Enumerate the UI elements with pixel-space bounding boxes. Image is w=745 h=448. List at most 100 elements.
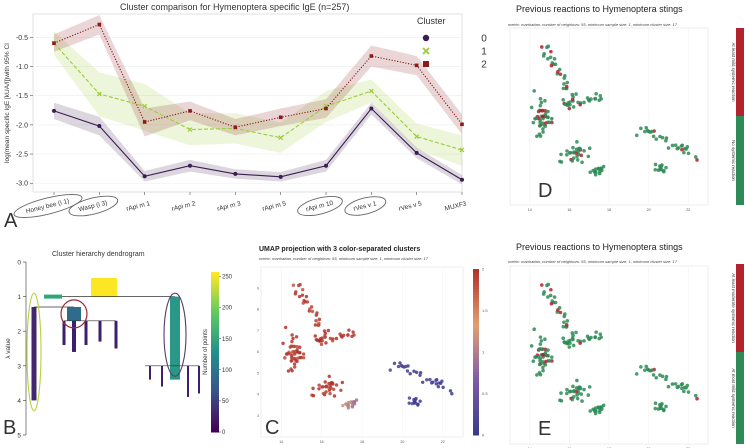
cluster-highlight-circle <box>163 292 187 377</box>
scatter-point <box>535 373 539 377</box>
colorbar-segment <box>211 274 219 278</box>
dendrogram-leaf <box>149 365 151 380</box>
scatter-point <box>695 158 699 162</box>
dendrogram-leaf <box>161 365 163 387</box>
scatter-point <box>531 359 536 363</box>
scatter-point <box>288 352 292 356</box>
scatter-point <box>327 381 331 386</box>
colorbar-segment <box>473 371 479 375</box>
colorbar-segment <box>211 362 219 366</box>
x-tick-label: rVes v 1 <box>353 200 378 213</box>
legend-bar-d-top <box>736 28 744 116</box>
scatter-point <box>298 350 302 355</box>
scatter-point <box>290 339 294 344</box>
scatter-point <box>568 341 572 346</box>
colorbar-segment <box>473 324 479 328</box>
panel-letter-c: C <box>265 417 280 439</box>
scatter-point <box>598 169 602 174</box>
data-point-cluster-1 <box>96 91 102 97</box>
colorbar-segment <box>211 325 219 329</box>
data-point-cluster-2 <box>52 41 56 45</box>
scatter-point <box>546 348 550 352</box>
scatter-point <box>549 116 554 121</box>
scatter-point <box>331 387 336 392</box>
scatter-point <box>684 385 688 390</box>
dendrogram-branch-cluster-left <box>31 306 37 401</box>
scatter-point <box>563 102 567 106</box>
colorbar-segment <box>473 321 479 325</box>
legend-bar-e-bottom <box>736 352 744 444</box>
colorbar-segment <box>473 277 479 281</box>
scatter-point <box>330 339 335 343</box>
scatter-point <box>450 392 454 396</box>
colorbar-tick-label: 0 <box>222 430 226 436</box>
scatter-point <box>654 137 659 141</box>
data-point-cluster-0 <box>52 108 56 113</box>
data-point-cluster-2 <box>278 115 283 120</box>
colorbar-tick-label: 250 <box>222 275 233 281</box>
scatter-point <box>574 386 579 390</box>
scatter-point <box>314 319 318 323</box>
scatter-point <box>653 167 658 172</box>
data-point-cluster-1 <box>414 134 420 139</box>
scatter-point <box>567 345 572 349</box>
scatter-point <box>588 170 593 175</box>
scatter-point <box>304 294 309 299</box>
scatter-point <box>388 368 392 372</box>
panel-letter-b: B <box>3 417 17 439</box>
scatter-point <box>582 387 586 392</box>
scatter-point <box>650 129 654 134</box>
colorbar-segment <box>473 340 479 345</box>
y-tick-label: 7 <box>257 329 259 333</box>
colorbar-segment <box>211 280 219 284</box>
scatter-point <box>546 295 550 299</box>
scatter-point <box>291 336 295 341</box>
data-point-cluster-0 <box>97 124 102 129</box>
scatter-point <box>317 383 321 387</box>
scatter-point <box>552 57 557 61</box>
colorbar-segment <box>473 407 479 411</box>
scatter-point <box>429 381 434 385</box>
x-tick-label: 20 <box>647 208 651 212</box>
scatter-point <box>580 399 584 403</box>
scatter-point <box>341 403 345 408</box>
colorbar-segment <box>473 412 479 417</box>
scatter-point <box>315 338 319 342</box>
scatter-point <box>571 150 576 155</box>
colorbar-segment <box>211 429 219 433</box>
scatter-point <box>574 92 578 96</box>
scatter-point <box>285 352 290 356</box>
panel-e-title: Previous reactions to Hymenoptera stings <box>516 242 683 252</box>
scatter-point <box>295 344 299 349</box>
category-highlight-circle <box>68 195 119 217</box>
colorbar-segment <box>473 299 479 303</box>
scatter-point <box>568 151 572 155</box>
scatter-point <box>532 89 536 93</box>
scatter-point <box>658 403 662 407</box>
scatter-point <box>549 355 554 359</box>
colorbar-tick-label: 0 <box>482 433 485 438</box>
scatter-point <box>574 147 579 152</box>
dendrogram-branch-cluster-middle <box>67 306 81 321</box>
scatter-point <box>571 145 575 150</box>
scatter-point <box>651 373 656 377</box>
colorbar-tick-label: 150 <box>222 337 233 343</box>
colorbar-segment <box>473 382 479 386</box>
scatter-point <box>598 93 603 98</box>
scatter-point <box>301 301 305 305</box>
panel-a-title: Cluster comparison for Hymenoptera speci… <box>120 2 350 12</box>
scatter-point <box>575 378 579 383</box>
scatter-point <box>529 105 534 110</box>
scatter-point <box>654 375 659 380</box>
scatter-point <box>653 162 658 167</box>
legend-label-cluster-0: 0 <box>481 34 487 45</box>
data-point-cluster-2 <box>369 54 374 58</box>
scatter-point <box>546 109 550 114</box>
scatter-point <box>418 399 422 403</box>
scatter-point <box>412 369 416 373</box>
data-point-cluster-1 <box>142 103 148 109</box>
x-tick-label: rApi m 2 <box>171 200 197 213</box>
y-tick-label: -2.0 <box>16 122 28 129</box>
scatter-point <box>588 409 593 413</box>
